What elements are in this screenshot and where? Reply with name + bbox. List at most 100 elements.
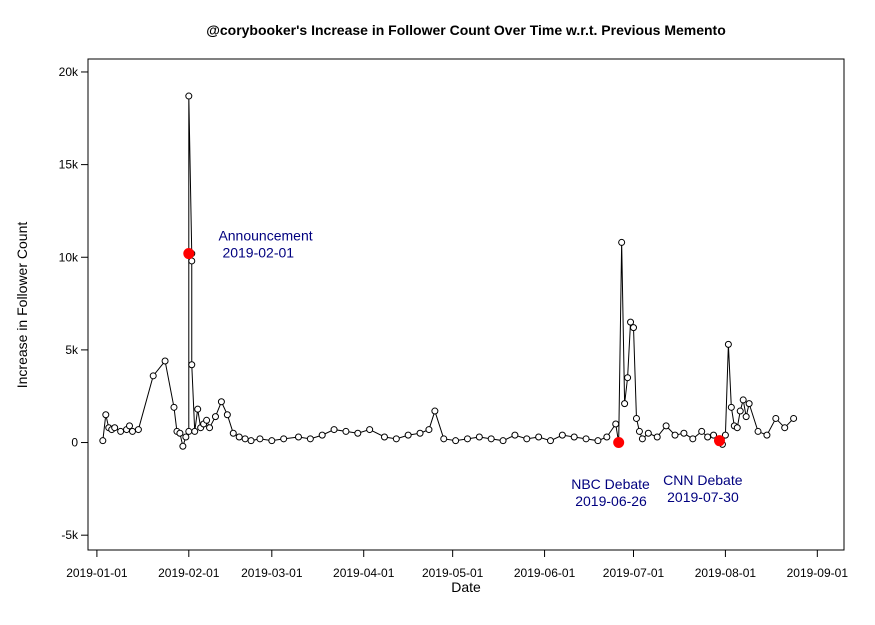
data-point <box>452 437 460 445</box>
data-point <box>710 431 718 439</box>
annotation-title: Announcement <box>218 228 312 244</box>
x-tick-label: 2019-06-01 <box>514 566 576 580</box>
data-point <box>241 435 249 443</box>
data-point <box>404 431 412 439</box>
data-point <box>689 435 697 443</box>
data-point <box>294 433 302 441</box>
data-point <box>185 427 193 435</box>
data-point <box>126 422 134 430</box>
data-point <box>558 431 566 439</box>
x-tick-label: 2019-04-01 <box>333 566 395 580</box>
y-axis: -5k 0 5k 10k 15k 20k <box>59 65 88 542</box>
data-point <box>223 411 231 419</box>
data-point <box>194 405 202 413</box>
data-point <box>268 437 276 445</box>
y-axis-label: Increase in Follower Count <box>14 222 30 389</box>
highlight-point <box>613 437 625 449</box>
data-point <box>206 424 214 432</box>
plot-frame <box>87 58 845 551</box>
data-point <box>475 433 483 441</box>
data-point <box>463 435 471 443</box>
x-tick-label: 2019-01-01 <box>66 566 128 580</box>
data-point <box>570 433 578 441</box>
data-point <box>217 398 225 406</box>
data-point <box>763 431 771 439</box>
data-point <box>698 427 706 435</box>
data-point <box>546 437 554 445</box>
data-point <box>772 414 780 422</box>
data-point <box>727 403 735 411</box>
series-layer <box>99 92 798 450</box>
data-point <box>134 426 142 434</box>
chart-title: @corybooker's Increase in Follower Count… <box>206 22 726 38</box>
data-point <box>523 435 531 443</box>
data-point <box>354 429 362 437</box>
highlight-point <box>713 435 725 447</box>
x-tick-label: 2019-05-01 <box>422 566 484 580</box>
data-point <box>247 437 255 445</box>
data-point <box>621 400 629 408</box>
data-point <box>736 407 744 415</box>
data-point <box>431 407 439 415</box>
y-tick-label: 15k <box>59 158 79 172</box>
data-point <box>416 429 424 437</box>
data-point <box>318 431 326 439</box>
data-point <box>704 433 712 441</box>
data-point <box>739 396 747 404</box>
data-point <box>733 424 741 432</box>
data-point <box>128 427 136 435</box>
data-point <box>102 411 110 419</box>
x-tick-label: 2019-07-01 <box>603 566 665 580</box>
data-point <box>176 429 184 437</box>
data-point <box>229 429 237 437</box>
data-point <box>188 361 196 369</box>
data-point <box>635 427 643 435</box>
data-point <box>724 340 732 348</box>
data-point <box>182 433 190 441</box>
data-point <box>662 422 670 430</box>
data-point <box>644 429 652 437</box>
data-point <box>330 426 338 434</box>
data-point <box>306 435 314 443</box>
data-point <box>161 357 169 365</box>
series-line <box>102 96 794 449</box>
data-point <box>149 372 157 380</box>
data-point <box>754 427 762 435</box>
x-tick-label: 2019-03-01 <box>241 566 303 580</box>
data-point <box>612 420 620 428</box>
data-point <box>745 400 753 408</box>
data-point <box>111 424 119 432</box>
x-tick-label: 2019-02-01 <box>158 566 220 580</box>
data-point <box>117 427 125 435</box>
data-point <box>632 414 640 422</box>
annotation-date: 2019-07-30 <box>667 489 739 505</box>
y-tick-label: 20k <box>59 65 79 79</box>
data-point <box>280 435 288 443</box>
data-point <box>185 92 193 100</box>
data-point <box>618 238 626 246</box>
data-point <box>191 427 199 435</box>
data-point <box>582 435 590 443</box>
data-point <box>511 431 519 439</box>
data-point <box>653 433 661 441</box>
data-point <box>366 426 374 434</box>
data-point <box>99 437 107 445</box>
data-point <box>671 431 679 439</box>
data-point <box>630 324 638 332</box>
data-point <box>487 435 495 443</box>
y-tick-label: 5k <box>65 343 79 357</box>
data-point <box>179 442 187 450</box>
data-point <box>627 318 635 326</box>
data-point <box>721 431 729 439</box>
data-point <box>680 429 688 437</box>
data-point <box>535 433 543 441</box>
data-point <box>425 426 433 434</box>
data-point <box>790 414 798 422</box>
data-point <box>256 435 264 443</box>
y-tick-label: 0 <box>71 436 78 450</box>
annotation-title: CNN Debate <box>663 472 743 488</box>
data-point <box>203 416 211 424</box>
data-point <box>638 435 646 443</box>
data-point <box>392 435 400 443</box>
